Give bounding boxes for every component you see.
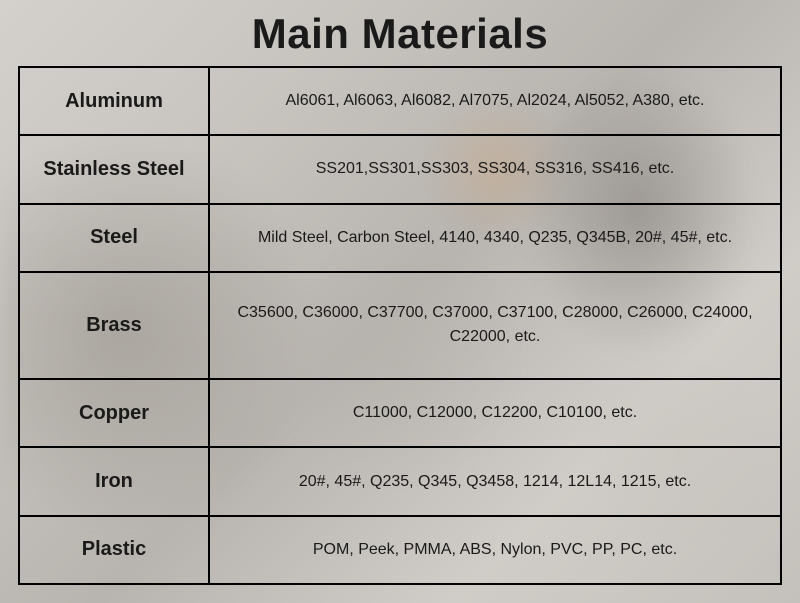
material-category: Stainless Steel: [19, 135, 209, 203]
materials-table: Aluminum Al6061, Al6063, Al6082, Al7075,…: [18, 66, 782, 585]
material-values: C35600, C36000, C37700, C37000, C37100, …: [209, 272, 781, 379]
material-values: Al6061, Al6063, Al6082, Al7075, Al2024, …: [209, 67, 781, 135]
material-category: Iron: [19, 447, 209, 515]
table-row: Iron 20#, 45#, Q235, Q345, Q3458, 1214, …: [19, 447, 781, 515]
table-row: Steel Mild Steel, Carbon Steel, 4140, 43…: [19, 204, 781, 272]
table-row: Stainless Steel SS201,SS301,SS303, SS304…: [19, 135, 781, 203]
material-category: Brass: [19, 272, 209, 379]
material-values: POM, Peek, PMMA, ABS, Nylon, PVC, PP, PC…: [209, 516, 781, 584]
materials-table-body: Aluminum Al6061, Al6063, Al6082, Al7075,…: [19, 67, 781, 584]
material-category: Steel: [19, 204, 209, 272]
material-values: 20#, 45#, Q235, Q345, Q3458, 1214, 12L14…: [209, 447, 781, 515]
material-category: Plastic: [19, 516, 209, 584]
page-title: Main Materials: [18, 10, 782, 58]
material-values: Mild Steel, Carbon Steel, 4140, 4340, Q2…: [209, 204, 781, 272]
material-values: C11000, C12000, C12200, C10100, etc.: [209, 379, 781, 447]
table-row: Plastic POM, Peek, PMMA, ABS, Nylon, PVC…: [19, 516, 781, 584]
table-row: Brass C35600, C36000, C37700, C37000, C3…: [19, 272, 781, 379]
material-category: Aluminum: [19, 67, 209, 135]
material-category: Copper: [19, 379, 209, 447]
content-container: Main Materials Aluminum Al6061, Al6063, …: [0, 0, 800, 603]
table-row: Aluminum Al6061, Al6063, Al6082, Al7075,…: [19, 67, 781, 135]
table-row: Copper C11000, C12000, C12200, C10100, e…: [19, 379, 781, 447]
material-values: SS201,SS301,SS303, SS304, SS316, SS416, …: [209, 135, 781, 203]
